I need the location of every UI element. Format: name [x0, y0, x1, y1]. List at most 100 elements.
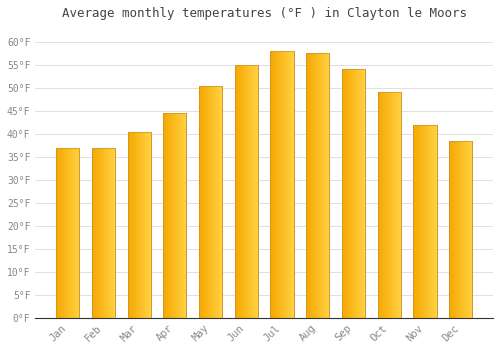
Bar	[93, 148, 94, 318]
Bar	[209, 85, 210, 318]
Bar	[133, 132, 134, 318]
Bar	[432, 125, 433, 318]
Bar	[143, 132, 144, 318]
Bar	[417, 125, 418, 318]
Bar	[128, 132, 151, 318]
Bar	[320, 53, 321, 318]
Bar	[288, 51, 289, 318]
Bar	[283, 51, 284, 318]
Bar	[164, 113, 165, 318]
Bar	[208, 85, 209, 318]
Bar	[252, 65, 254, 318]
Bar	[280, 51, 281, 318]
Bar	[384, 92, 385, 318]
Bar	[329, 53, 330, 318]
Bar	[420, 125, 421, 318]
Bar	[144, 132, 145, 318]
Bar	[179, 113, 180, 318]
Bar	[430, 125, 432, 318]
Bar	[106, 148, 107, 318]
Bar	[173, 113, 174, 318]
Bar	[150, 132, 151, 318]
Bar	[56, 148, 80, 318]
Bar	[279, 51, 280, 318]
Bar	[134, 132, 135, 318]
Bar	[177, 113, 178, 318]
Bar	[205, 85, 206, 318]
Bar	[381, 92, 382, 318]
Bar	[458, 141, 459, 318]
Bar	[73, 148, 74, 318]
Bar	[455, 141, 456, 318]
Bar	[306, 53, 330, 318]
Bar	[391, 92, 392, 318]
Bar	[316, 53, 317, 318]
Bar	[416, 125, 417, 318]
Bar	[353, 69, 354, 318]
Bar	[139, 132, 140, 318]
Bar	[463, 141, 464, 318]
Bar	[60, 148, 61, 318]
Bar	[257, 65, 258, 318]
Bar	[97, 148, 98, 318]
Bar	[424, 125, 425, 318]
Bar	[166, 113, 167, 318]
Bar	[72, 148, 73, 318]
Bar	[213, 85, 214, 318]
Bar	[360, 69, 361, 318]
Bar	[429, 125, 430, 318]
Bar	[136, 132, 137, 318]
Bar	[146, 132, 148, 318]
Bar	[217, 85, 218, 318]
Bar	[462, 141, 463, 318]
Bar	[172, 113, 173, 318]
Bar	[148, 132, 149, 318]
Bar	[400, 92, 401, 318]
Bar	[216, 85, 217, 318]
Bar	[63, 148, 64, 318]
Bar	[101, 148, 102, 318]
Bar	[290, 51, 292, 318]
Bar	[415, 125, 416, 318]
Bar	[102, 148, 103, 318]
Bar	[399, 92, 400, 318]
Bar	[315, 53, 316, 318]
Bar	[286, 51, 288, 318]
Bar	[92, 148, 115, 318]
Bar	[356, 69, 357, 318]
Bar	[350, 69, 351, 318]
Bar	[204, 85, 205, 318]
Bar	[357, 69, 358, 318]
Bar	[414, 125, 415, 318]
Bar	[234, 65, 236, 318]
Bar	[394, 92, 395, 318]
Bar	[311, 53, 312, 318]
Bar	[180, 113, 182, 318]
Bar	[183, 113, 184, 318]
Bar	[364, 69, 365, 318]
Bar	[466, 141, 467, 318]
Bar	[390, 92, 391, 318]
Bar	[128, 132, 130, 318]
Bar	[427, 125, 428, 318]
Bar	[348, 69, 349, 318]
Bar	[318, 53, 319, 318]
Bar	[347, 69, 348, 318]
Bar	[99, 148, 100, 318]
Bar	[234, 65, 258, 318]
Bar	[242, 65, 243, 318]
Bar	[167, 113, 168, 318]
Bar	[284, 51, 285, 318]
Bar	[218, 85, 220, 318]
Bar	[140, 132, 141, 318]
Bar	[418, 125, 419, 318]
Bar	[240, 65, 241, 318]
Bar	[237, 65, 238, 318]
Bar	[386, 92, 387, 318]
Bar	[471, 141, 472, 318]
Bar	[255, 65, 256, 318]
Bar	[68, 148, 69, 318]
Bar	[389, 92, 390, 318]
Bar	[461, 141, 462, 318]
Bar	[449, 141, 472, 318]
